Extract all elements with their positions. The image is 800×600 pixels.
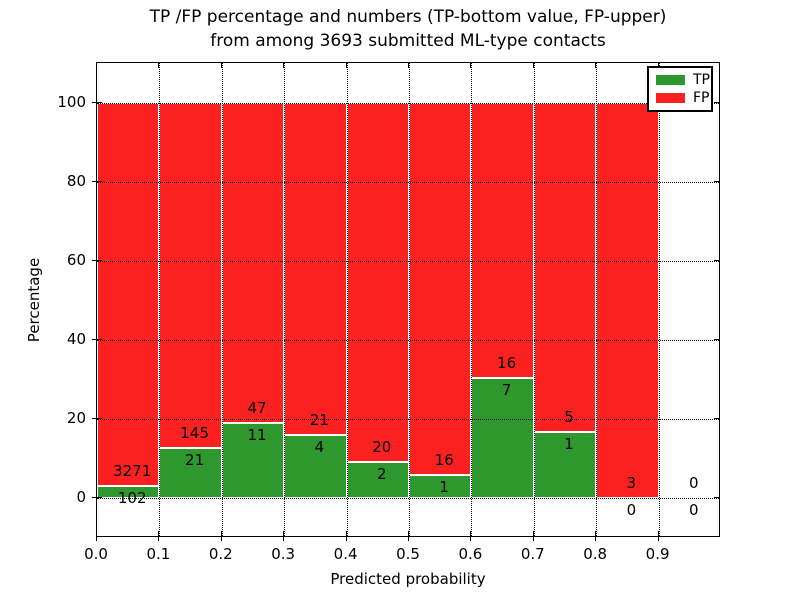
gridline-x-0.6 <box>471 63 473 536</box>
tp-count-8: 0 <box>626 501 637 520</box>
x-axis-label: Predicted probability <box>330 570 486 588</box>
bar-fp-3 <box>284 102 347 436</box>
y-tick-label-80: 80 <box>66 171 86 190</box>
gridline-x-0.8 <box>596 63 598 536</box>
bar-tp-0 <box>97 486 160 499</box>
bar-fp-4 <box>346 102 409 463</box>
x-tick-label-0.7: 0.7 <box>520 545 545 563</box>
plot-area: 3271 102 145 21 47 11 21 4 20 2 16 1 16 7 5 1 3 0 0 0 <box>96 62 720 537</box>
fp-count-3: 21 <box>309 411 329 430</box>
legend: TP FP <box>647 66 713 112</box>
tp-count-9: 0 <box>689 501 699 520</box>
tp-count-1: 21 <box>185 451 205 470</box>
chart-title-line2: from among 3693 submitted ML-type contac… <box>210 31 606 51</box>
gridline-x-0.9 <box>658 63 660 536</box>
gridline-y-80 <box>97 181 719 183</box>
gridline-y-40 <box>97 340 719 342</box>
gridline-x-0.5 <box>409 63 410 536</box>
y-tick-label-0: 0 <box>76 488 86 507</box>
fp-count-1: 145 <box>180 424 209 443</box>
gridline-x-0.7 <box>533 63 535 536</box>
bar-fp-8 <box>596 102 659 499</box>
tp-count-3: 4 <box>314 438 325 457</box>
bar-tp-3 <box>284 435 347 499</box>
tp-count-2: 11 <box>247 426 267 445</box>
tp-count-0: 102 <box>117 489 147 508</box>
gridline-x-0.4 <box>346 63 348 536</box>
legend-row-tp: TP <box>656 72 710 88</box>
x-tick-label-0.1: 0.1 <box>146 545 171 563</box>
fp-count-0: 3271 <box>113 462 152 481</box>
gridline-x-0.1 <box>159 63 161 536</box>
bar-fp-2 <box>221 102 285 424</box>
bar-fp-1 <box>159 102 222 449</box>
bar-tp-4 <box>346 462 409 499</box>
legend-swatch-fp <box>656 93 685 103</box>
fp-count-5: 16 <box>434 451 454 470</box>
x-tick-label-0.6: 0.6 <box>458 545 483 563</box>
x-tick-label-0.3: 0.3 <box>271 545 296 563</box>
y-axis-label: Percentage <box>25 257 43 343</box>
bar-fp-0 <box>97 102 160 487</box>
gridline-y-20 <box>97 419 719 421</box>
gridline-y-60 <box>97 260 719 262</box>
fp-count-6: 16 <box>497 353 517 372</box>
tp-count-5: 1 <box>439 478 449 497</box>
tp-count-7: 1 <box>564 435 574 454</box>
gridline-y-0 <box>97 498 719 500</box>
fp-count-2: 47 <box>247 399 267 418</box>
x-tick-label-0.5: 0.5 <box>396 545 420 563</box>
fp-count-4: 20 <box>372 438 392 457</box>
fp-count-9: 0 <box>689 474 699 493</box>
y-tick-label-20: 20 <box>66 409 86 428</box>
bar-fp-6 <box>471 102 534 378</box>
x-tick-label-0.8: 0.8 <box>583 545 608 563</box>
x-tick-label-0.2: 0.2 <box>208 545 233 563</box>
legend-label-tp: TP <box>693 72 710 88</box>
gridline-y-100 <box>97 102 719 104</box>
legend-swatch-tp <box>656 75 685 85</box>
x-tick-label-0.4: 0.4 <box>333 545 358 563</box>
gridline-x-0.3 <box>284 63 286 536</box>
tp-count-6: 7 <box>501 380 512 399</box>
y-tick-label-100: 100 <box>57 92 86 111</box>
fp-count-8: 3 <box>626 474 637 493</box>
bar-fp-7 <box>533 102 597 433</box>
chart-title-line1: TP /FP percentage and numbers (TP-bottom… <box>149 7 667 27</box>
x-tick-label-0.9: 0.9 <box>645 545 670 563</box>
gridline-x-0.2 <box>221 63 223 536</box>
fp-count-7: 5 <box>564 408 574 427</box>
chart-title: TP /FP percentage and numbers (TP-bottom… <box>96 5 720 53</box>
tp-count-4: 2 <box>377 465 387 484</box>
legend-label-fp: FP <box>693 90 710 106</box>
x-tick-label-0.0: 0.0 <box>84 545 108 563</box>
legend-row-fp: FP <box>656 90 710 106</box>
bar-tp-1 <box>159 448 222 499</box>
